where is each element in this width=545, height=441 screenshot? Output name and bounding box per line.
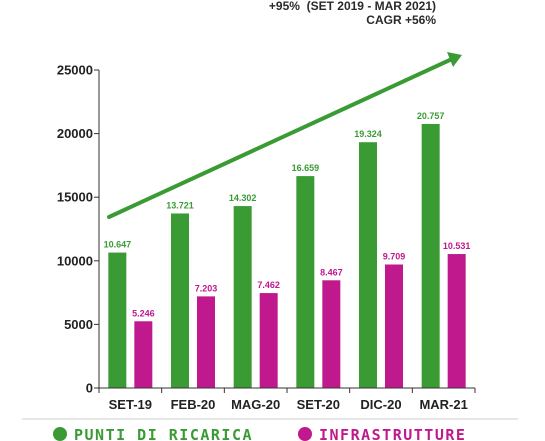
data-label: 19.324 <box>354 129 382 139</box>
x-axis: SET-19 FEB-20 MAG-20 SET-20 DIC-20 MAR-21 <box>98 387 476 412</box>
growth-annotation: +95% (SET 2019 - MAR 2021) <box>269 0 436 13</box>
data-label: 5.246 <box>132 308 155 318</box>
bars <box>108 123 466 389</box>
legend-marker <box>298 427 312 441</box>
cagr-annotation: CAGR +56% <box>366 13 436 27</box>
bar-infrastrutture <box>385 264 403 388</box>
data-labels: 10.647 5.246 13.721 7.203 14.302 7.462 16.659 8… <box>104 111 471 318</box>
y-tick-label: 15000 <box>57 190 93 205</box>
data-label: 9.709 <box>383 252 406 262</box>
y-axis: 0 5000 10000 15000 20000 25000 <box>57 63 100 396</box>
data-label: 8.467 <box>320 267 343 277</box>
data-label: 14.302 <box>229 193 257 203</box>
data-label: 13.721 <box>166 200 194 210</box>
y-tick-label: 20000 <box>57 126 93 141</box>
legend-label: INFRASTRUTTURE <box>319 426 466 441</box>
legend: PUNTI DI RICARICA INFRASTRUTTURE <box>53 426 466 441</box>
y-tick-label: 25000 <box>57 63 93 78</box>
trend-arrow-head <box>447 52 462 67</box>
data-label: 7.203 <box>195 283 218 293</box>
data-label: 7.462 <box>257 280 280 290</box>
bar-infrastrutture <box>134 321 153 388</box>
bar-punti-di-ricarica <box>359 142 377 388</box>
y-tick-label: 0 <box>86 381 93 396</box>
x-tick-label: FEB-20 <box>171 397 216 412</box>
bar-punti-di-ricarica <box>296 176 315 388</box>
data-label: 16.659 <box>292 163 320 173</box>
legend-label: PUNTI DI RICARICA <box>74 426 253 441</box>
bar-infrastrutture <box>447 254 466 388</box>
x-tick-label: DIC-20 <box>360 397 401 412</box>
bar-punti-di-ricarica <box>421 123 440 389</box>
bar-punti-di-ricarica <box>171 213 189 388</box>
bar-infrastrutture <box>259 293 278 388</box>
bar-infrastrutture <box>322 280 341 388</box>
legend-marker <box>53 427 67 441</box>
y-tick-label: 10000 <box>57 253 93 268</box>
bar-infrastrutture <box>197 296 215 388</box>
x-tick-label: MAR-21 <box>419 397 467 412</box>
x-tick-label: SET-20 <box>297 397 340 412</box>
trend-arrow <box>107 52 462 219</box>
x-tick-label: MAG-20 <box>231 397 280 412</box>
x-tick-label: SET-19 <box>109 397 152 412</box>
y-tick-label: 5000 <box>64 317 93 332</box>
data-label: 10.647 <box>104 240 132 250</box>
data-label: 10.531 <box>443 241 471 251</box>
bar-punti-di-ricarica <box>108 252 127 388</box>
bar-punti-di-ricarica <box>233 206 252 388</box>
data-label: 20.757 <box>417 111 445 121</box>
trend-arrow-line <box>107 57 454 219</box>
